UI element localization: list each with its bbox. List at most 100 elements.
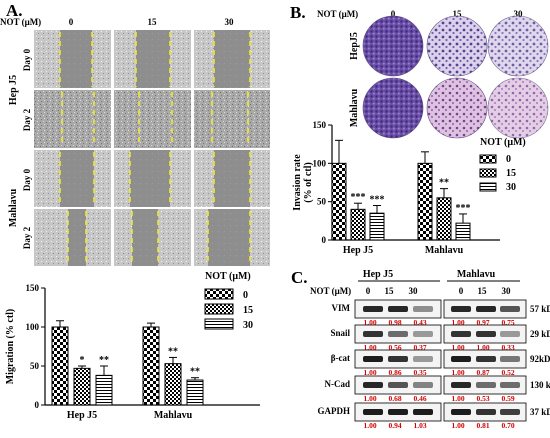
bar bbox=[95, 374, 113, 406]
c-dose: 15 bbox=[385, 286, 395, 296]
blot-band bbox=[451, 331, 471, 337]
y-axis-label: Migration (% ctl) bbox=[5, 309, 16, 385]
legend-swatch bbox=[479, 168, 497, 178]
y-tick-label: 0 bbox=[322, 235, 327, 245]
c-dose: 30 bbox=[502, 286, 512, 296]
band-density-value: 0.37 bbox=[413, 343, 426, 352]
x-category-label: Mahlavu bbox=[425, 245, 464, 256]
significance-mark: *** bbox=[351, 192, 366, 203]
blot-band bbox=[500, 306, 520, 312]
legend-swatch bbox=[204, 288, 234, 300]
legend-swatch bbox=[479, 182, 497, 192]
legend-swatch bbox=[204, 318, 234, 330]
blot-kda-label: 130 kDa bbox=[530, 380, 550, 390]
band-density-value: 1.00 bbox=[451, 394, 464, 403]
blot-kda-label: 57 kDa bbox=[530, 304, 550, 314]
blot-band bbox=[363, 306, 383, 312]
blot-band bbox=[476, 306, 496, 312]
a-day-label: Day 2 bbox=[22, 108, 32, 131]
band-density-value: 0.35 bbox=[413, 368, 426, 377]
western-blot-panel: Hep J5 Mahlavu NOT (μM) 0 15 30 0 15 30 VIM 57 kDa… bbox=[310, 269, 550, 430]
band-density-value: 1.00 bbox=[363, 368, 376, 377]
bar bbox=[164, 363, 182, 406]
c-dose: 15 bbox=[478, 286, 488, 296]
band-density-value: 0.68 bbox=[388, 394, 401, 403]
band-density-value: 1.00 bbox=[451, 318, 464, 327]
blot-band bbox=[363, 356, 383, 362]
transwell-image bbox=[426, 77, 488, 139]
blot-band bbox=[413, 382, 433, 388]
band-density-value: 1.00 bbox=[476, 343, 489, 352]
x-category-label: Mahlavu bbox=[154, 410, 193, 421]
y-axis-label: Invasion rate bbox=[292, 154, 303, 211]
y-tick-label: 150 bbox=[313, 120, 327, 130]
bar bbox=[455, 222, 471, 241]
legend-label: 30 bbox=[243, 320, 253, 331]
y-axis-label: (% of ctl) bbox=[303, 162, 314, 203]
y-tick-label: 100 bbox=[26, 322, 40, 332]
blot-band bbox=[363, 409, 383, 415]
band-density-value: 1.00 bbox=[363, 343, 376, 352]
legend-title: NOT (μM) bbox=[480, 137, 526, 148]
scratch-image bbox=[114, 90, 191, 148]
band-density-value: 0.53 bbox=[476, 394, 489, 403]
band-density-value: 1.00 bbox=[363, 318, 376, 327]
band-density-value: 1.00 bbox=[451, 421, 464, 430]
blot-band bbox=[476, 382, 496, 388]
blot-protein-label: VIM bbox=[332, 303, 351, 313]
group-label: Hep J5 bbox=[363, 269, 393, 280]
band-density-value: 0.46 bbox=[413, 394, 426, 403]
x-category-label: Hep J5 bbox=[67, 410, 97, 421]
y-tick-label: 50 bbox=[317, 197, 327, 207]
c-dose-label: NOT (μM) bbox=[310, 286, 351, 296]
c-dose: 0 bbox=[459, 286, 464, 296]
a-dose-0: 0 bbox=[69, 17, 74, 27]
band-density-value: 0.98 bbox=[388, 318, 401, 327]
significance-mark: ** bbox=[168, 346, 178, 357]
blot-band bbox=[476, 409, 496, 415]
blot-kda-label: 92kDa bbox=[530, 354, 550, 364]
b-dose-label: NOT (μM) bbox=[317, 9, 358, 19]
a-day-label: Day 0 bbox=[22, 48, 32, 71]
band-density-value: 0.43 bbox=[413, 318, 426, 327]
band-density-value: 1.03 bbox=[413, 421, 426, 430]
bar bbox=[417, 162, 433, 241]
a-cell-line-label: Mahlavu bbox=[8, 188, 19, 227]
bar bbox=[186, 379, 204, 406]
bar bbox=[51, 326, 69, 406]
transwell-image bbox=[362, 15, 424, 77]
blot-band bbox=[500, 382, 520, 388]
bar bbox=[436, 197, 452, 241]
blot-band bbox=[476, 331, 496, 337]
invasion-bar-chart: 0 50 100 150 Invasion rate (% of ctl) *** *** He… bbox=[292, 120, 526, 256]
band-density-value: 0.70 bbox=[501, 421, 514, 430]
significance-mark: *** bbox=[456, 203, 471, 214]
legend-swatch bbox=[479, 154, 497, 164]
bar bbox=[350, 208, 366, 241]
transwell-images bbox=[362, 15, 549, 139]
legend-title: NOT (μM) bbox=[205, 271, 251, 282]
significance-mark: ** bbox=[99, 355, 109, 366]
transwell-image bbox=[487, 15, 549, 77]
blot-band bbox=[413, 409, 433, 415]
scratch-image bbox=[34, 90, 111, 148]
scratch-image-grid bbox=[34, 30, 270, 266]
significance-mark: ** bbox=[439, 178, 449, 189]
x-category-label: Hep J5 bbox=[343, 245, 373, 256]
wound-edge-lines bbox=[59, 32, 251, 265]
y-tick-label: 0 bbox=[35, 400, 40, 410]
panel-a-label: A. bbox=[6, 1, 23, 20]
blot-band bbox=[388, 306, 408, 312]
blot-band bbox=[500, 331, 520, 337]
blot-band bbox=[388, 331, 408, 337]
group-label: Mahlavu bbox=[457, 269, 496, 280]
y-tick-label: 100 bbox=[313, 158, 327, 168]
band-density-value: 1.00 bbox=[363, 421, 376, 430]
blot-band bbox=[363, 331, 383, 337]
bar bbox=[331, 162, 347, 241]
scratch-image bbox=[194, 90, 270, 148]
blot-kda-label: 37 kDa bbox=[530, 407, 550, 417]
transwell-image bbox=[487, 77, 549, 139]
